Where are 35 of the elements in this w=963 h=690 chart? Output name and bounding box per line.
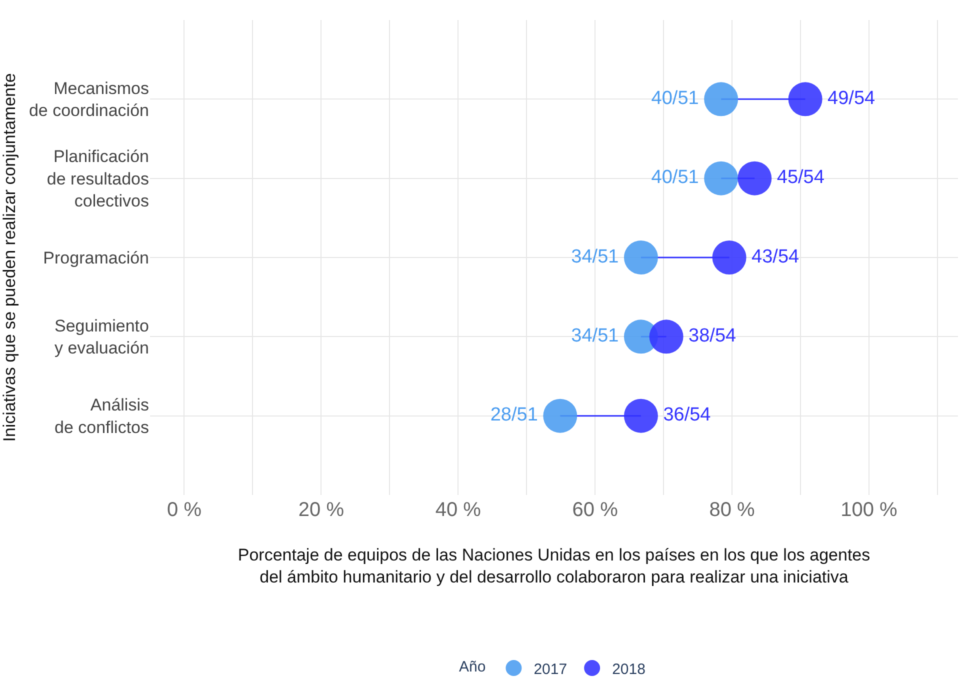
x-tick-label: 60 % <box>550 499 640 521</box>
y-tick-label: Mecanismos de coordinación <box>28 79 149 120</box>
data-label: 40/51 <box>651 167 699 188</box>
point <box>712 240 746 274</box>
point <box>704 82 738 116</box>
y-tick-label: Análisis de conflictos <box>54 396 149 437</box>
x-tick-label: 0 % <box>144 499 224 521</box>
data-label: 34/51 <box>571 325 619 346</box>
point <box>738 161 772 196</box>
x-tick-label: 80 % <box>687 499 778 521</box>
data-label: 45/54 <box>776 167 825 188</box>
x-axis-title: Porcentaje de equipos de las Naciones Unidas en los países en los que los agentes del ámbito humanitario y del desarrollo colaboraron para realizar una iniciativa <box>238 545 870 586</box>
data-label: 28/51 <box>490 404 538 426</box>
legend-label: 2017 <box>534 660 568 678</box>
data-label: 49/54 <box>828 88 876 109</box>
point <box>543 398 578 433</box>
point <box>649 320 684 354</box>
x-tick-label: 100 % <box>818 499 920 521</box>
data-label: 38/54 <box>688 325 737 346</box>
y-tick-label: Seguimiento y evaluación <box>54 316 149 358</box>
y-tick-label: Programación <box>43 248 149 268</box>
x-tick-label: 40 % <box>413 499 504 521</box>
data-label: 34/51 <box>571 246 619 268</box>
data-label: 43/54 <box>752 246 800 268</box>
y-tick-label: Planificación de resultados colectivos <box>46 147 149 210</box>
legend-label: 2018 <box>612 660 646 678</box>
y-axis-title: Iniciativas que se pueden realizar conjuntamente <box>0 73 19 442</box>
point <box>624 398 658 433</box>
point <box>704 161 738 196</box>
point <box>624 240 658 274</box>
legend-title: Año <box>459 658 486 676</box>
data-label: 36/54 <box>663 404 712 426</box>
data-label: 40/51 <box>651 88 699 109</box>
x-tick-label: 20 % <box>276 499 366 521</box>
point <box>788 82 822 116</box>
